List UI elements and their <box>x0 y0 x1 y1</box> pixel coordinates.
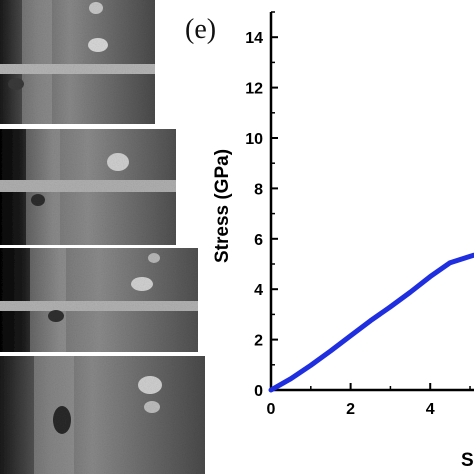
x-axis-label: S <box>461 450 474 471</box>
stress-curve <box>268 252 474 393</box>
micrograph-3 <box>0 248 198 352</box>
x-tick-label: 4 <box>426 401 435 418</box>
y-axis-ticks: 0 2 4 6 8 10 12 14 <box>245 11 278 400</box>
y-tick-label: 0 <box>254 383 263 400</box>
x-tick-label: 2 <box>346 401 355 418</box>
stress-strain-chart: 0 2 4 6 8 10 12 14 0 2 4 Stress (GPa) S <box>212 11 474 471</box>
y-tick-label: 4 <box>254 282 263 299</box>
y-tick-label: 2 <box>254 333 263 350</box>
y-axis-label: Stress (GPa) <box>212 149 233 263</box>
series-layer <box>268 252 474 393</box>
micrograph-2 <box>0 129 176 245</box>
y-tick-label: 8 <box>254 181 263 198</box>
y-tick-label: 14 <box>245 30 263 47</box>
x-tick-label: 0 <box>267 401 276 418</box>
micrograph-1 <box>0 0 155 124</box>
micrograph-4 <box>0 356 205 474</box>
y-tick-label: 10 <box>245 131 263 148</box>
y-tick-label: 6 <box>254 232 263 249</box>
y-tick-label: 12 <box>245 81 263 98</box>
panel-label: (e) <box>185 14 216 45</box>
x-axis-ticks: 0 2 4 <box>267 383 471 418</box>
